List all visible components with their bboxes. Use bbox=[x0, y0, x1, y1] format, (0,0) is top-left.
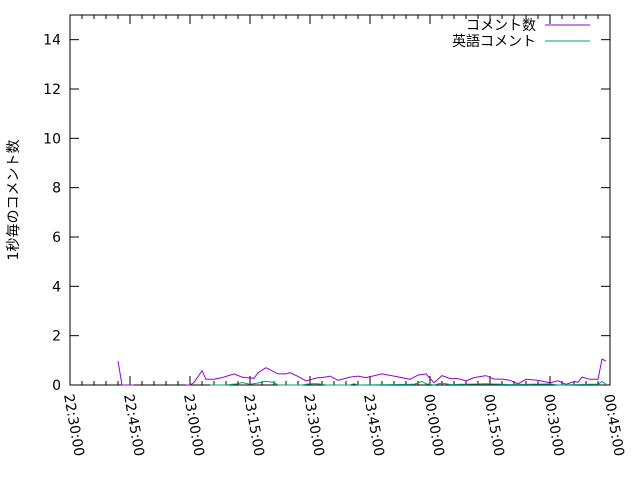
y-tick-labels: 0 2 4 6 8 10 12 14 bbox=[43, 33, 61, 394]
y-tick-label: 14 bbox=[43, 33, 61, 49]
legend-label-0: コメント数 bbox=[466, 18, 536, 34]
x-tick-label: 00:30:00 bbox=[540, 393, 567, 458]
y-tick-label: 10 bbox=[43, 131, 61, 147]
x-tick-label: 00:45:00 bbox=[600, 393, 627, 458]
y-tick-label: 12 bbox=[43, 82, 61, 98]
x-tick-labels: 22:30:00 22:45:00 23:00:00 23:15:00 23:30:00… bbox=[60, 393, 627, 458]
x-tick-label: 22:30:00 bbox=[60, 393, 87, 458]
y-axis-label: 1秒毎のコメント数 bbox=[6, 140, 22, 261]
legend: コメント数 英語コメント bbox=[452, 18, 590, 50]
axis-ticks bbox=[69, 15, 611, 386]
y-tick-label: 2 bbox=[52, 329, 61, 345]
series-lines bbox=[117, 358, 607, 386]
series-line-0 bbox=[117, 358, 607, 386]
plot-border bbox=[69, 14, 611, 386]
y-tick-label: 4 bbox=[52, 279, 61, 295]
x-tick-label: 00:15:00 bbox=[480, 393, 507, 458]
x-tick-label: 00:00:00 bbox=[420, 393, 447, 458]
y-tick-label: 0 bbox=[52, 378, 61, 394]
x-tick-label: 23:30:00 bbox=[300, 393, 327, 458]
x-tick-label: 22:45:00 bbox=[120, 393, 147, 458]
x-tick-label: 23:45:00 bbox=[360, 393, 387, 458]
y-tick-label: 6 bbox=[52, 230, 61, 246]
y-tick-label: 8 bbox=[52, 181, 61, 197]
x-tick-label: 23:00:00 bbox=[180, 393, 207, 458]
series-line-1 bbox=[210, 380, 607, 386]
legend-label-1: 英語コメント bbox=[452, 33, 536, 50]
x-tick-label: 23:15:00 bbox=[240, 393, 267, 458]
